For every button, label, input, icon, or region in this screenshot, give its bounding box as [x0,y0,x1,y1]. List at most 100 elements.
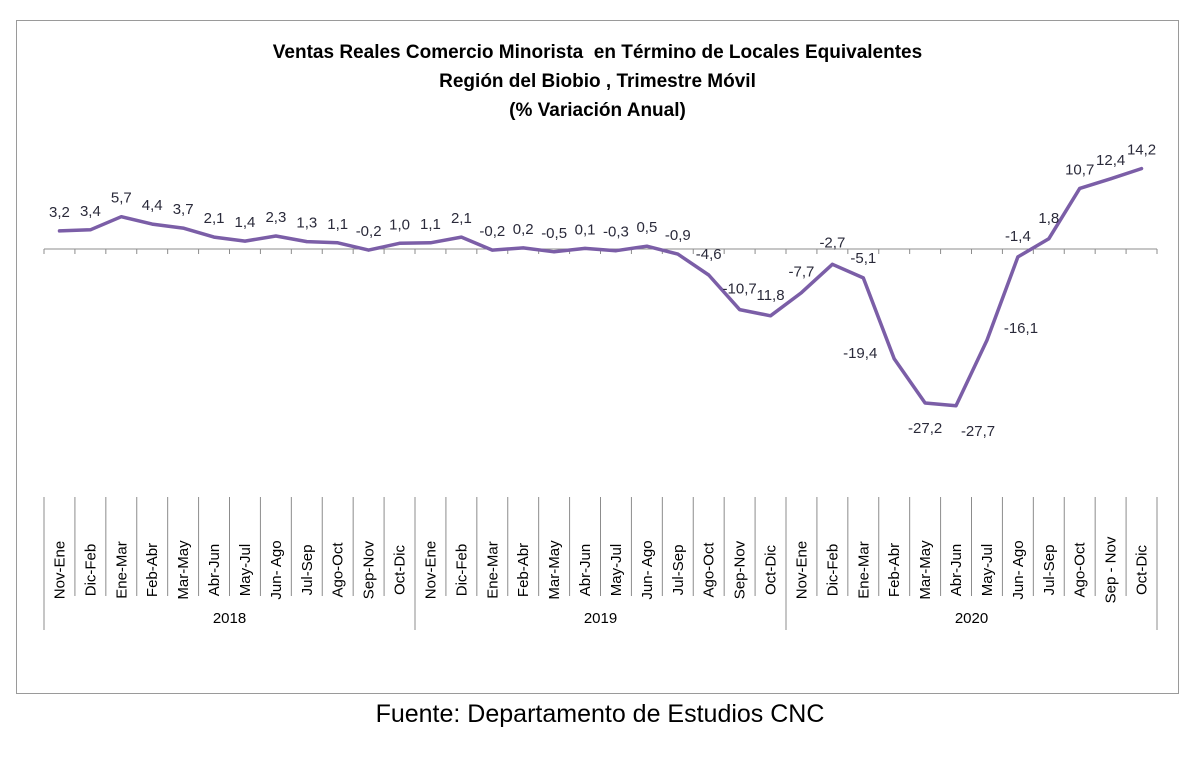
category-label: Feb-Abr [144,543,161,597]
category-label: Abr-Jun [206,544,223,597]
data-point [954,404,958,408]
category-label: Feb-Abr [886,543,903,597]
data-label: -2,7 [819,234,845,251]
category-label: Nov-Ene [51,541,68,599]
data-label: 3,4 [80,203,101,220]
data-label: 2,3 [265,209,286,226]
data-label: 5,7 [111,190,132,207]
chart-title-line-2: Región del Biobio , Trimestre Móvil [439,71,756,92]
data-label: -0,3 [603,224,629,241]
data-label: 0,2 [513,221,534,238]
data-point [305,240,309,244]
source-note: Fuente: Departamento de Estudios CNC [375,700,825,728]
data-point [521,246,525,250]
category-label: Feb-Abr [515,543,532,597]
data-point [367,248,371,252]
category-label: Sep-Nov [361,540,378,599]
data-label: -27,7 [961,423,995,440]
data-label: 1,4 [235,214,256,231]
data-label: 4,4 [142,197,163,214]
data-point [799,291,803,295]
data-point [1109,177,1113,181]
category-label: Dic-Feb [824,544,841,597]
data-point [212,235,216,239]
data-label: -7,7 [789,264,815,281]
data-label: 2,1 [451,210,472,227]
category-label: May-Jul [237,544,254,597]
data-label: -0,2 [356,223,382,240]
category-label: Sep - Nov [1103,536,1120,603]
data-label: 3,2 [49,204,70,221]
data-point [336,241,340,245]
data-label: 3,7 [173,201,194,218]
data-point [398,241,402,245]
chart-title: Ventas Reales Comercio Minorista en Térm… [16,38,1179,125]
chart-frame [16,20,1179,694]
category-label: Dic-Feb [453,544,470,597]
category-label: Abr-Jun [577,544,594,597]
category-label: Ago-Oct [1072,542,1089,598]
data-label: -27,2 [908,420,942,437]
category-label: Nov-Ene [422,541,439,599]
category-label: Oct-Dic [392,545,409,595]
data-point [243,239,247,243]
data-label: -0,5 [541,225,567,242]
data-point [1140,167,1144,171]
data-point [985,338,989,342]
data-label: 1,8 [1038,210,1059,227]
data-point [861,276,865,280]
data-point [274,234,278,238]
data-point [769,314,773,318]
data-label: -10,7 [723,281,757,298]
data-label: -19,4 [843,345,877,362]
data-label: 1,0 [389,216,410,233]
data-point [181,226,185,230]
category-label: Ago-Oct [701,542,718,598]
data-label: -16,1 [1004,320,1038,337]
category-label: Ago-Oct [330,542,347,598]
data-point [459,235,463,239]
category-label: Ene-Mar [484,541,501,599]
data-label: 1,1 [420,216,441,233]
category-label: Jul-Sep [1041,545,1058,596]
data-point [150,222,154,226]
data-point [583,246,587,250]
data-point [645,244,649,248]
data-point [88,228,92,232]
data-label: -5,1 [850,250,876,267]
category-label: May-Jul [979,544,996,597]
data-point [552,250,556,254]
data-point [614,249,618,253]
line-chart: Nov-Ene Dic-Feb Ene-Mar Feb-Abr Mar-May Abr-J… [43,142,1158,630]
data-point [490,248,494,252]
group-label: 2019 [584,610,617,627]
data-point [1047,237,1051,241]
data-point [707,273,711,277]
category-label: Oct-Dic [763,545,780,595]
data-point [738,308,742,312]
category-label: Jul-Sep [670,545,687,596]
category-label: Abr-Jun [948,544,965,597]
data-point [1078,186,1082,190]
data-point [676,252,680,256]
data-label: 11,8 [756,287,784,304]
group-label: 2018 [213,610,246,627]
chart-title-line-3: (% Variación Anual) [509,100,686,121]
data-label: -1,4 [1005,228,1031,245]
category-label: Oct-Dic [1134,545,1151,595]
data-point [1016,255,1020,259]
category-label: Ene-Mar [855,541,872,599]
category-label: Jun- Ago [639,540,656,599]
category-label: Sep-Nov [732,540,749,599]
series-line [57,166,1144,408]
data-point [119,215,123,219]
data-point [830,262,834,266]
data-label: -4,6 [696,246,722,263]
category-label: Dic-Feb [82,544,99,597]
data-point [892,357,896,361]
category-label: Nov-Ene [793,541,810,599]
category-label: Mar-May [175,540,192,600]
category-label: Mar-May [917,540,934,600]
category-label: Jun- Ago [268,540,285,599]
data-label: 1,1 [327,216,348,233]
